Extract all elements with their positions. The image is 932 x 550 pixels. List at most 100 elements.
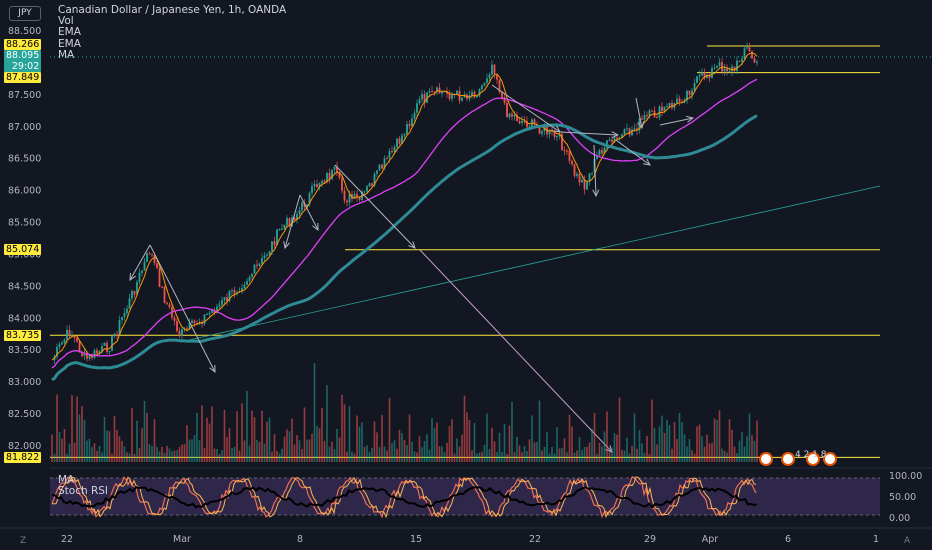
candle [391, 151, 393, 153]
volume-bar [223, 409, 226, 462]
volume-bar [718, 410, 721, 462]
drawing-arrow [334, 164, 416, 249]
drawing-arrow [284, 194, 301, 249]
candle [281, 229, 283, 231]
drawing-arrow [419, 249, 613, 453]
candle [158, 268, 161, 287]
candle [56, 347, 58, 357]
candle [333, 166, 336, 170]
candle [123, 312, 126, 318]
volume-bar [468, 419, 471, 462]
legend-ema-1[interactable]: EMA [58, 26, 81, 39]
volume-bar [108, 431, 111, 462]
candle [668, 103, 671, 106]
osc-label-stoch-rsi[interactable]: Stoch RSI [58, 485, 109, 497]
candle [321, 180, 323, 184]
volume-bar [448, 426, 451, 462]
candle [316, 184, 318, 187]
volume-bar [643, 452, 646, 462]
candle [206, 314, 208, 316]
candle [356, 193, 358, 197]
candle [451, 94, 453, 99]
candle [491, 64, 493, 75]
volume-bar [453, 453, 456, 462]
candle [731, 66, 733, 72]
volume-bar [431, 417, 433, 462]
candle [271, 241, 273, 252]
candle [483, 82, 486, 86]
volume-bar [273, 434, 276, 462]
volume-bar [61, 438, 63, 462]
volume-bar [53, 453, 56, 462]
volume-bar [711, 443, 713, 462]
volume-bar [648, 453, 651, 462]
volume-bar [368, 452, 371, 462]
volume-bar [188, 439, 191, 462]
volume-bar [421, 447, 423, 462]
osc-tick: 100.00 [889, 471, 922, 482]
volume-bar [116, 429, 118, 462]
corner-left[interactable]: Z [20, 536, 27, 546]
candle [473, 91, 476, 98]
volume-bar [528, 439, 531, 462]
candle [301, 202, 303, 211]
volume-bar [756, 420, 758, 462]
arrow-head [209, 364, 216, 374]
time-tick: 22 [61, 534, 73, 545]
volume-bar [556, 427, 558, 462]
candle [736, 60, 738, 71]
volume-bar [523, 446, 526, 462]
price-tick: 88.500 [8, 26, 41, 37]
candle [268, 251, 271, 255]
volume-bar [81, 406, 83, 462]
volume-bar [513, 451, 516, 462]
volume-bar [293, 444, 296, 462]
candle [131, 291, 133, 299]
candle [181, 329, 183, 336]
candle [151, 254, 153, 256]
candle [636, 128, 638, 131]
volume-bar [93, 443, 96, 462]
candle [373, 173, 376, 186]
candle [461, 97, 463, 101]
volume-bar [491, 427, 493, 462]
drawing-arrow [129, 244, 151, 281]
volume-bar [741, 431, 743, 462]
volume-bar [236, 411, 238, 462]
volume-bar [358, 426, 361, 462]
volume-bar [398, 429, 401, 462]
candle [603, 147, 606, 154]
candle [248, 277, 251, 281]
chart-title[interactable]: Canadian Dollar / Japanese Yen, 1h, OAND… [58, 4, 287, 16]
ema-fast-line [51, 52, 758, 361]
arrow-head [643, 158, 651, 166]
corner-right[interactable]: A [904, 536, 911, 546]
price-tick: 85.500 [8, 218, 41, 229]
candle [338, 172, 341, 178]
candle [601, 150, 603, 154]
candle [308, 192, 311, 205]
candle [541, 131, 543, 134]
candle [298, 210, 301, 215]
legend-ma[interactable]: MA [58, 48, 75, 61]
candle [686, 90, 688, 101]
candle [436, 87, 438, 92]
legend-ema-2[interactable]: EMA [58, 37, 81, 50]
volume-bar [566, 452, 568, 462]
candle [63, 339, 66, 343]
volume-bar [168, 448, 171, 462]
legend-vol[interactable]: Vol [58, 15, 74, 28]
candle [616, 137, 618, 139]
volume-bar [658, 426, 661, 462]
candle [66, 329, 68, 340]
candle [578, 173, 581, 183]
osc-label-ma[interactable]: MA [58, 474, 75, 486]
candle [256, 264, 258, 266]
symbol-button[interactable]: JPY [9, 6, 41, 21]
volume-bar [386, 450, 388, 462]
volume-bar [141, 428, 143, 462]
candle [213, 310, 216, 314]
time-tick: 15 [410, 534, 422, 545]
